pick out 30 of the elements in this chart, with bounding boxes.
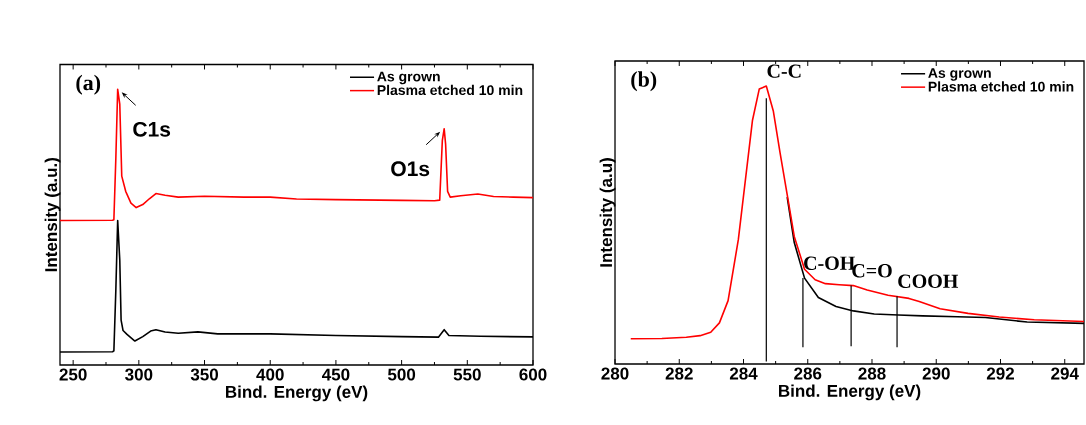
x-tick-label: 550 — [453, 368, 481, 381]
x-tick-label: 290 — [922, 367, 950, 380]
x-tick-label: 284 — [729, 367, 758, 380]
y-axis-title: Intensity (a.u) — [599, 158, 616, 267]
annotation: COOH — [898, 274, 959, 289]
x-tick-label: 250 — [59, 368, 87, 381]
y-axis-title: Intensity (a.u.) — [44, 157, 61, 272]
legend-label: As grown — [377, 71, 440, 85]
x-tick-label: 294 — [1051, 367, 1079, 380]
x-tick-label: 286 — [794, 367, 822, 380]
x-tick-label: 282 — [665, 367, 693, 380]
x-tick-label: 450 — [321, 368, 350, 381]
annotation: (b) — [631, 71, 657, 92]
legend-label: Plasma etched 10 min — [377, 84, 523, 96]
x-tick-label: 288 — [858, 367, 886, 380]
x-tick-label: 500 — [387, 368, 416, 381]
x-tick-label: 300 — [125, 368, 153, 381]
annotation: C1s — [133, 121, 171, 137]
x-tick-label: 280 — [601, 367, 629, 380]
x-axis-title: Bind. Energy (eV) — [779, 384, 921, 401]
annotation: O1s — [391, 161, 430, 177]
annotation: (a) — [76, 74, 101, 95]
x-tick-label: 350 — [190, 368, 218, 381]
legend-label: Plasma etched 10 min — [928, 81, 1074, 92]
legend-label: As grown — [928, 68, 991, 81]
x-tick-label: 292 — [986, 367, 1014, 380]
x-tick-label: 400 — [256, 368, 284, 381]
annotation: C-C — [767, 64, 801, 78]
x-axis-title: Bind. Energy (eV) — [226, 385, 368, 402]
x-tick-label: 600 — [519, 368, 547, 381]
